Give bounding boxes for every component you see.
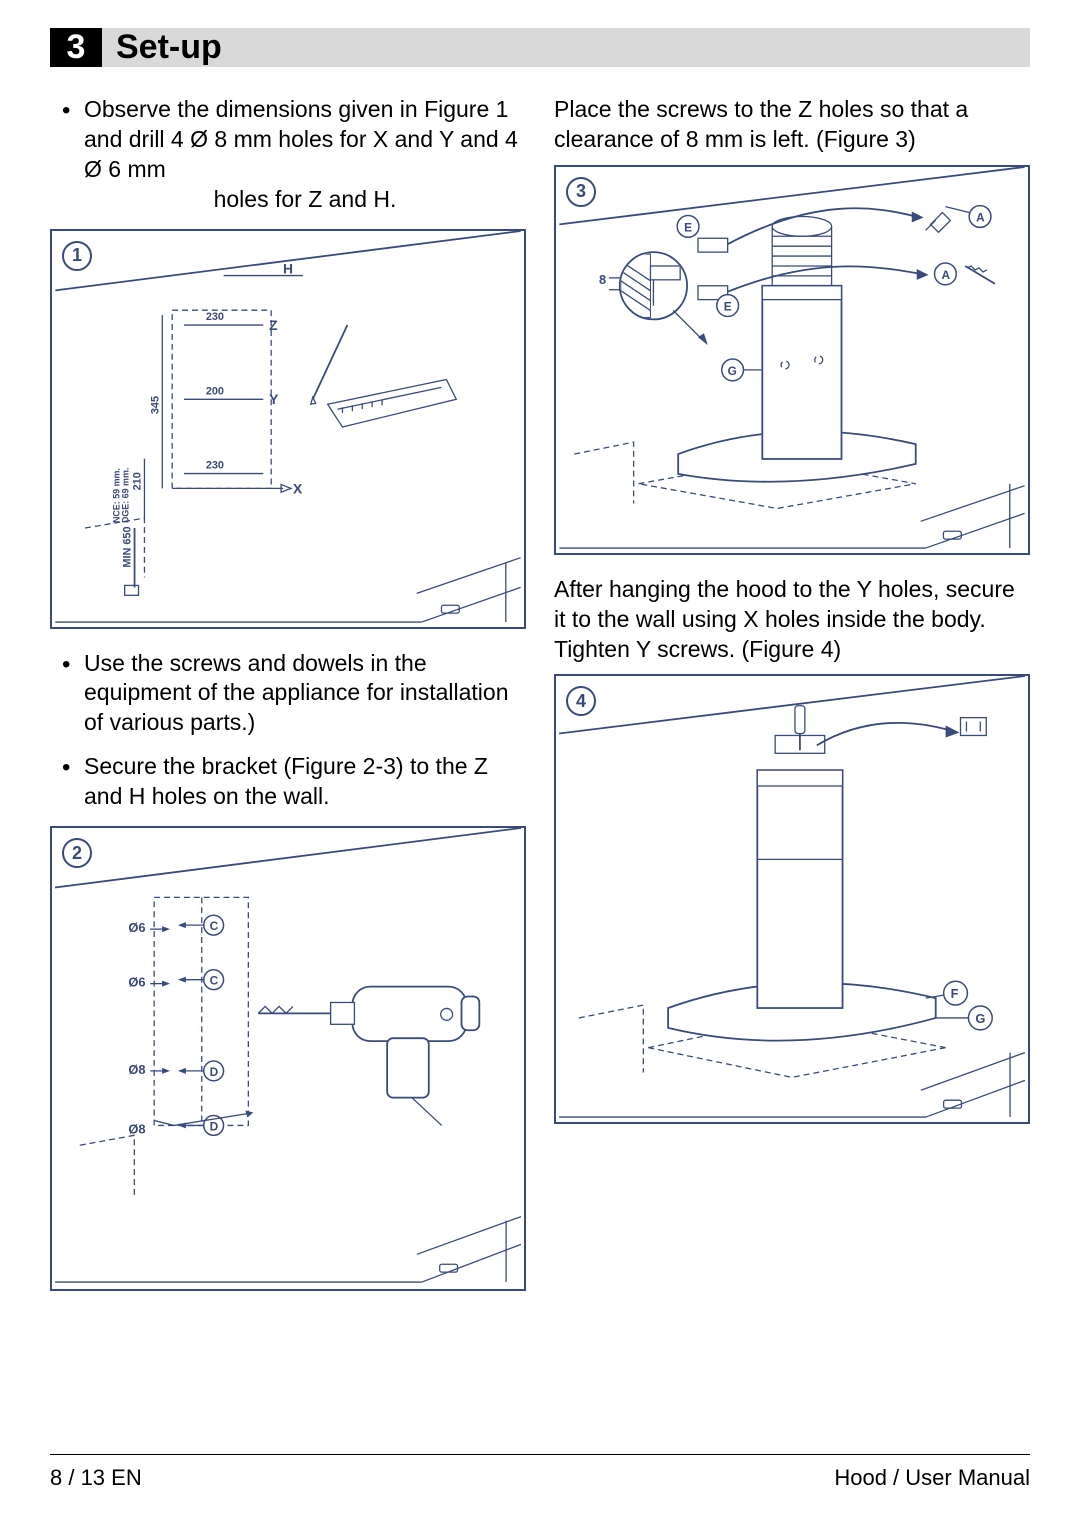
label-A: A [976, 210, 985, 224]
section-title: Set-up [102, 28, 1030, 67]
label-C: C [210, 919, 219, 933]
dim-min650: MIN 650 [122, 526, 134, 567]
dim-200: 200 [206, 385, 224, 397]
label-H: H [283, 260, 293, 276]
label-Y: Y [269, 391, 279, 407]
dim-210: 210 [131, 472, 143, 490]
figure-svg: H Z 230 Y 200 X 230 [52, 231, 524, 627]
label-G: G [728, 364, 737, 378]
bullet-text: Observe the dimensions given in Figure 1… [84, 96, 518, 182]
label-G: G [975, 1011, 985, 1026]
figure-svg: E E [556, 167, 1028, 553]
label-A: A [941, 268, 950, 282]
figure-badge: 2 [62, 838, 92, 868]
label-X: X [293, 480, 303, 496]
label-F: F [951, 987, 959, 1002]
label-D: D [210, 1065, 219, 1079]
label-D: D [210, 1119, 219, 1133]
label-Z: Z [269, 317, 278, 333]
dim-230a: 230 [206, 311, 224, 323]
paragraph: After hanging the hood to the Y holes, s… [554, 575, 1030, 665]
figure-3: 3 [554, 165, 1030, 555]
paragraph: Place the screws to the Z holes so that … [554, 95, 1030, 155]
figure-2: 2 Ø6 C [50, 826, 526, 1291]
dim-dge: DGE: 69 mm. [121, 467, 131, 522]
dim-d6: Ø6 [128, 920, 145, 935]
left-column: Observe the dimensions given in Figure 1… [50, 95, 526, 1311]
figure-1: 1 H Z 2 [50, 229, 526, 629]
dim-d6: Ø6 [128, 975, 145, 990]
dim-230b: 230 [206, 459, 224, 471]
figure-badge: 1 [62, 241, 92, 271]
page-footer: 8 / 13 EN Hood / User Manual [50, 1454, 1030, 1491]
dim-345: 345 [149, 396, 161, 414]
figure-svg: F G [556, 676, 1028, 1122]
section-header: 3 Set-up [50, 28, 1030, 67]
bullet-item: Use the screws and dowels in the equipme… [84, 649, 526, 739]
dim-8: 8 [599, 272, 606, 287]
label-C: C [210, 974, 219, 988]
right-column: Place the screws to the Z holes so that … [554, 95, 1030, 1311]
figure-svg: Ø6 C Ø6 C Ø8 D [52, 828, 524, 1289]
footer-right: Hood / User Manual [834, 1465, 1030, 1491]
figure-badge: 3 [566, 177, 596, 207]
label-E: E [684, 220, 692, 234]
dim-d8: Ø8 [128, 1062, 145, 1077]
bullet-item: Observe the dimensions given in Figure 1… [84, 95, 526, 215]
footer-left: 8 / 13 EN [50, 1465, 142, 1491]
label-E: E [724, 299, 732, 313]
section-number: 3 [50, 28, 102, 67]
figure-4: 4 [554, 674, 1030, 1124]
bullet-text-cont: holes for Z and H. [84, 185, 526, 215]
bullet-item: Secure the bracket (Figure 2-3) to the Z… [84, 752, 526, 812]
dim-d8: Ø8 [128, 1121, 145, 1136]
